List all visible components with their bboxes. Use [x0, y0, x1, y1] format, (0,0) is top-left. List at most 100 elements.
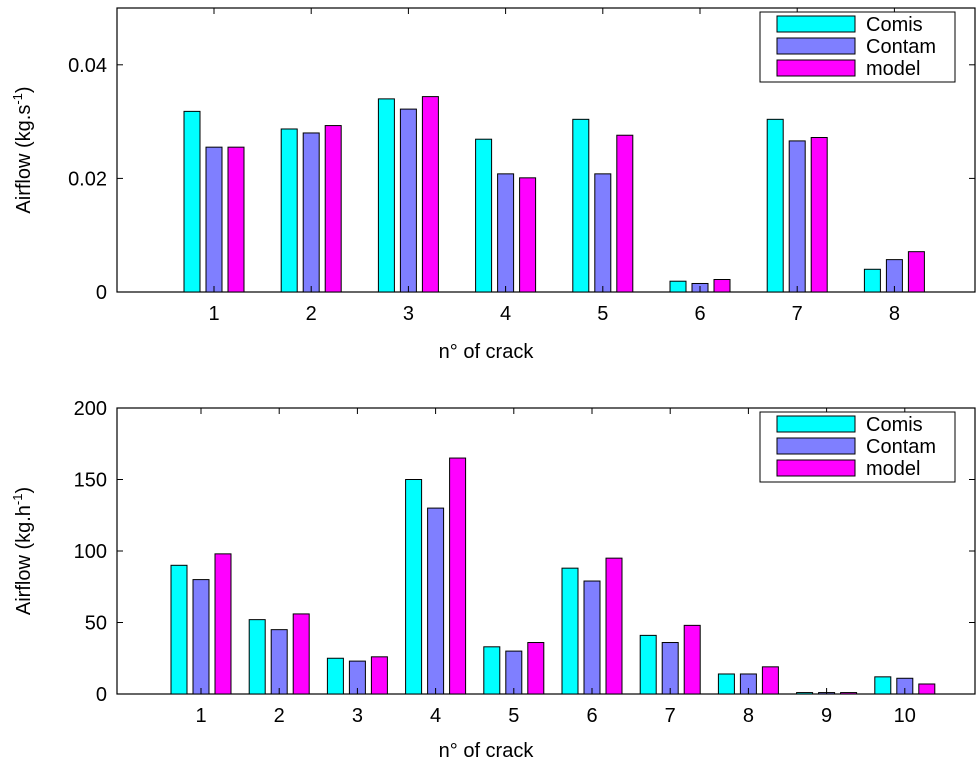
- bar-model-10: [918, 683, 936, 695]
- bar-model-8: [907, 251, 925, 293]
- bar-comis-5: [572, 118, 590, 293]
- y-axis-label-sup: -1: [10, 494, 25, 506]
- y-axis-label-main: Airflow (kg.s: [13, 105, 35, 214]
- bar-comis-7: [766, 118, 784, 293]
- bar-comis-3: [377, 98, 395, 293]
- bar-model-9: [840, 692, 858, 695]
- x-tick-label: 2: [306, 303, 317, 325]
- bar-comis-1: [170, 564, 188, 695]
- bar-contam-2: [302, 132, 320, 293]
- x-tick-label: 9: [821, 705, 832, 727]
- x-tick-label: 3: [403, 303, 414, 325]
- bar-model-7: [683, 624, 701, 695]
- x-tick-label: 4: [500, 303, 511, 325]
- bar-comis-4: [475, 138, 493, 293]
- x-tick-label: 3: [352, 705, 363, 727]
- y-axis-label: Airflow (kg.s-1): [10, 86, 35, 213]
- subplot-2: 0 50 100 150 200 1 2 3 4 5 6 7 8 9 10 n° of crack Airflo…: [10, 398, 976, 762]
- y-tick-label: 200: [74, 398, 107, 420]
- bar-model-7: [810, 137, 828, 293]
- legend-label-comis: Comis: [866, 14, 923, 36]
- bar-model-6: [713, 279, 731, 293]
- bar-contam-4: [497, 173, 515, 293]
- y-tick-label: 0: [96, 282, 107, 304]
- x-tick-label: 8: [889, 303, 900, 325]
- bar-contam-2: [270, 629, 288, 695]
- bar-comis-9: [796, 692, 814, 695]
- subplot-1: 0 0.02 0.04 1 2 3 4 5 6 7 8 n° of crack Airflow (kg.…: [10, 7, 976, 363]
- bar-comis-2: [280, 128, 298, 293]
- bar-comis-4: [405, 479, 423, 695]
- legend-label-contam: Contam: [866, 36, 936, 58]
- legend-swatch-comis: [776, 415, 856, 433]
- bar-model-3: [370, 656, 388, 695]
- y-axis-label-main: Airflow (kg.h: [13, 505, 35, 615]
- x-tick-label: 7: [792, 303, 803, 325]
- y-axis-label-end: ): [13, 487, 35, 494]
- bar-comis-3: [326, 657, 344, 695]
- x-tick-label: 5: [508, 705, 519, 727]
- legend-label-contam: Contam: [866, 436, 936, 458]
- bar-comis-2: [248, 619, 266, 695]
- y-axis-label-sup: -1: [10, 93, 25, 105]
- y-tick-label: 0: [96, 684, 107, 706]
- y-tick-label: 100: [74, 541, 107, 563]
- bar-contam-5: [505, 650, 523, 695]
- x-axis-label: n° of crack: [439, 341, 535, 363]
- bar-model-1: [227, 146, 245, 293]
- bar-comis-8: [863, 268, 881, 293]
- y-axis-label: Airflow (kg.h-1): [10, 487, 35, 615]
- bar-comis-1: [183, 110, 201, 293]
- bar-contam-7: [661, 642, 679, 695]
- y-tick-label: 50: [85, 613, 107, 635]
- legend-label-model: model: [866, 458, 920, 480]
- legend-label-model: model: [866, 58, 920, 80]
- y-axis-label-end: ): [13, 86, 35, 93]
- x-tick-label: 5: [597, 303, 608, 325]
- legend-swatch-model: [776, 459, 856, 477]
- bar-comis-8: [717, 673, 735, 695]
- bar-model-4: [519, 177, 537, 293]
- x-tick-label: 8: [743, 705, 754, 727]
- x-axis-label: n° of crack: [439, 740, 535, 762]
- legend-swatch-contam: [776, 437, 856, 455]
- bar-comis-6: [561, 567, 579, 695]
- bar-model-4: [449, 457, 467, 695]
- bar-contam-7: [788, 140, 806, 293]
- x-tick-label: 10: [894, 705, 916, 727]
- bar-contam-6: [583, 580, 601, 695]
- bar-model-1: [214, 553, 232, 695]
- legend-swatch-contam: [776, 37, 856, 55]
- bar-contam-3: [399, 108, 417, 293]
- y-tick-label: 0.02: [68, 168, 107, 190]
- x-tick-label: 4: [430, 705, 441, 727]
- y-tick-label: 150: [74, 470, 107, 492]
- x-tick-label: 1: [195, 705, 206, 727]
- x-tick-label: 1: [208, 303, 219, 325]
- bar-model-5: [616, 134, 634, 293]
- legend-swatch-comis: [776, 15, 856, 33]
- bar-model-3: [421, 96, 439, 293]
- bar-model-2: [324, 125, 342, 293]
- legend-label-comis: Comis: [866, 414, 923, 436]
- x-tick-label: 7: [665, 705, 676, 727]
- bar-model-6: [605, 557, 623, 695]
- bar-comis-6: [669, 280, 687, 293]
- x-tick-label: 2: [274, 705, 285, 727]
- bar-comis-10: [874, 676, 892, 695]
- bar-contam-1: [192, 579, 210, 695]
- y-tick-label: 0.04: [68, 55, 107, 77]
- bar-model-2: [292, 613, 310, 695]
- bar-model-8: [761, 666, 779, 695]
- bar-model-5: [527, 642, 545, 695]
- bar-contam-4: [427, 507, 445, 695]
- bar-contam-1: [205, 146, 223, 293]
- legend-swatch-model: [776, 59, 856, 77]
- bar-comis-7: [639, 634, 657, 695]
- bar-comis-5: [483, 646, 501, 695]
- bar-contam-5: [594, 173, 612, 293]
